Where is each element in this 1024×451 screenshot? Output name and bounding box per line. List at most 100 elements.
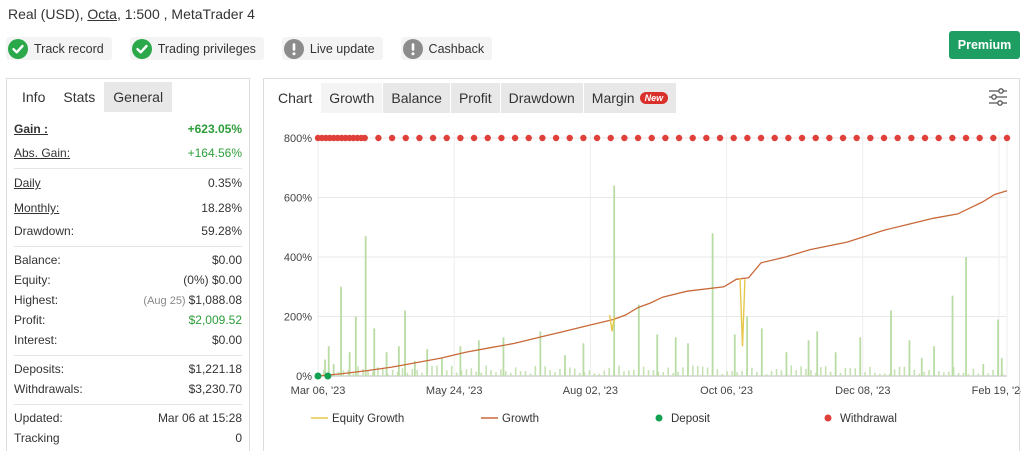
bar-mark — [386, 373, 389, 376]
withdrawal-marker[interactable] — [976, 134, 983, 142]
withdrawal-marker[interactable] — [484, 134, 491, 142]
withdrawal-marker[interactable] — [525, 134, 532, 142]
withdrawal-marker[interactable] — [443, 134, 450, 142]
withdrawal-marker[interactable] — [375, 134, 382, 142]
withdrawal-marker[interactable] — [812, 134, 819, 142]
tab-chart[interactable]: Chart — [270, 83, 322, 113]
withdrawal-marker[interactable] — [826, 134, 833, 142]
deposit-marker[interactable] — [314, 372, 322, 380]
legend-withdrawal[interactable]: Withdrawal — [840, 413, 897, 425]
tab-stats[interactable]: Stats — [63, 89, 96, 105]
x-tick-label: Feb 19, '24 — [972, 385, 1021, 397]
withdrawal-marker[interactable] — [908, 134, 915, 142]
withdrawal-marker[interactable] — [457, 134, 464, 142]
y-tick-label: 400% — [284, 252, 312, 264]
withdrawal-marker[interactable] — [990, 134, 997, 142]
badge-live-update[interactable]: Live update — [281, 37, 383, 60]
broker-link[interactable]: Octa — [87, 6, 117, 22]
tab-drawdown[interactable]: Drawdown — [500, 83, 584, 113]
deposit-marker[interactable] — [324, 372, 332, 380]
withdrawal-marker[interactable] — [607, 134, 614, 142]
stat-label[interactable]: Monthly: — [14, 201, 60, 215]
bar-mark — [618, 365, 620, 376]
withdrawal-marker[interactable] — [416, 134, 423, 142]
bar-mark — [582, 343, 585, 376]
x-tick-label: May 24, '23 — [426, 385, 483, 397]
bar-mark — [373, 328, 376, 376]
filter-settings-icon[interactable] — [987, 86, 1009, 108]
stats-panel: Info Stats General Gain : +623.05% Abs. G… — [6, 78, 250, 451]
withdrawal-marker[interactable] — [867, 134, 874, 142]
tab-balance[interactable]: Balance — [383, 83, 451, 113]
bar-mark — [652, 370, 655, 376]
withdrawal-marker[interactable] — [880, 134, 888, 142]
withdrawal-marker[interactable] — [593, 134, 601, 142]
withdrawal-marker[interactable] — [498, 134, 505, 142]
withdrawal-marker[interactable] — [388, 134, 396, 142]
withdrawal-marker[interactable] — [429, 134, 437, 142]
premium-button[interactable]: Premium — [949, 31, 1020, 59]
tab-profit[interactable]: Profit — [450, 83, 501, 113]
bar-mark — [997, 319, 999, 376]
stat-label[interactable]: Gain : — [14, 122, 49, 136]
withdrawal-marker[interactable] — [730, 134, 737, 142]
withdrawal-marker[interactable] — [921, 134, 929, 142]
bar-mark — [377, 367, 379, 376]
withdrawal-marker[interactable] — [662, 134, 669, 142]
bar-mark — [805, 368, 807, 376]
bar-mark — [529, 373, 532, 376]
tab-general[interactable]: General — [104, 82, 173, 112]
bar-mark — [741, 370, 743, 376]
withdrawal-marker[interactable] — [839, 134, 847, 142]
withdrawal-marker[interactable] — [949, 134, 956, 142]
withdrawal-marker[interactable] — [703, 134, 710, 142]
withdrawal-marker[interactable] — [470, 134, 478, 142]
withdrawal-marker[interactable] — [621, 134, 628, 142]
withdrawal-marker[interactable] — [689, 134, 696, 142]
withdrawal-marker[interactable] — [552, 134, 560, 142]
badge-cashback[interactable]: Cashback — [400, 37, 493, 60]
withdrawal-marker[interactable] — [853, 134, 860, 142]
bar-mark — [364, 236, 367, 376]
withdrawal-marker[interactable] — [894, 134, 901, 142]
withdrawal-marker[interactable] — [402, 134, 409, 142]
withdrawal-marker[interactable] — [716, 134, 724, 142]
bar-mark — [500, 369, 502, 376]
withdrawal-marker[interactable] — [566, 134, 573, 142]
withdrawal-marker[interactable] — [511, 134, 519, 142]
withdrawal-marker[interactable] — [539, 134, 546, 142]
withdrawal-marker[interactable] — [361, 134, 368, 142]
tab-info[interactable]: Info — [22, 89, 46, 105]
badge-track-record[interactable]: Track record — [6, 37, 112, 60]
stat-label[interactable]: Abs. Gain: — [14, 146, 71, 160]
withdrawal-marker[interactable] — [675, 134, 683, 142]
withdrawal-marker[interactable] — [744, 134, 751, 142]
bar-mark — [568, 367, 571, 376]
withdrawal-marker[interactable] — [648, 134, 655, 142]
bar-mark — [367, 370, 369, 376]
bar-mark — [674, 337, 677, 376]
check-circle-icon — [131, 38, 152, 59]
withdrawal-marker[interactable] — [1003, 134, 1011, 142]
withdrawal-marker[interactable] — [634, 134, 642, 142]
withdrawal-marker[interactable] — [771, 134, 778, 142]
stat-value: $0.00 — [211, 253, 242, 267]
withdrawal-marker[interactable] — [757, 134, 765, 142]
bar-mark — [372, 371, 374, 376]
withdrawal-marker[interactable] — [962, 134, 970, 142]
tab-growth[interactable]: Growth — [321, 83, 384, 113]
tab-margin[interactable]: Margin New — [583, 83, 678, 113]
bar-mark — [549, 370, 551, 376]
badge-trading-privileges[interactable]: Trading privileges — [129, 37, 264, 60]
withdrawal-marker[interactable] — [580, 134, 587, 142]
legend-deposit[interactable]: Deposit — [671, 413, 711, 425]
legend-growth[interactable]: Growth — [502, 413, 539, 425]
stat-label[interactable]: Daily — [14, 176, 41, 190]
growth-line — [317, 190, 1008, 377]
legend-equity-growth[interactable]: Equity Growth — [332, 413, 404, 425]
withdrawal-marker[interactable] — [785, 134, 792, 142]
withdrawal-marker[interactable] — [798, 134, 806, 142]
bar-mark — [687, 343, 689, 376]
stat-equity: Equity: (0%) $0.00 — [14, 270, 242, 290]
withdrawal-marker[interactable] — [935, 134, 942, 142]
